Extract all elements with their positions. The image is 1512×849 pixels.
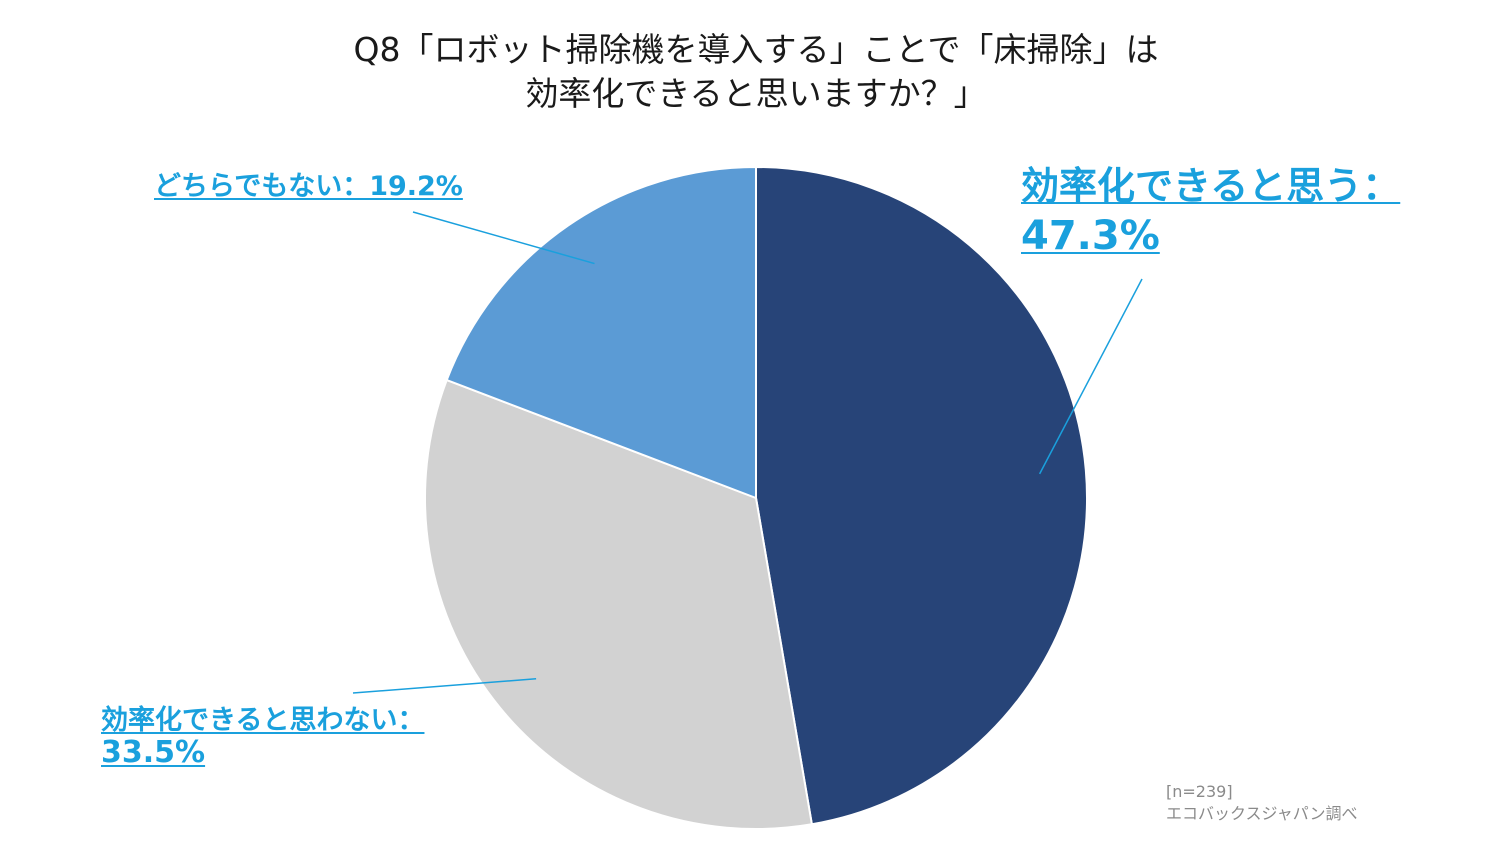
leader-line-agree bbox=[1038, 278, 1143, 475]
leader-line-neutral bbox=[412, 211, 595, 265]
pie-slice-agree bbox=[755, 165, 1088, 826]
slice-label-agree: 効率化できると思う： 47.3% bbox=[1021, 164, 1401, 259]
slice-label-disagree: 効率化できると思わない： 33.5% bbox=[101, 705, 424, 771]
leader-line-disagree bbox=[352, 678, 537, 694]
slice-label-agree-text: 効率化できると思う： bbox=[1021, 164, 1401, 208]
chart-title-line-1: Q8「ロボット掃除機を導入する」ことで「床掃除」は bbox=[353, 30, 1159, 69]
pie-slice-neutral bbox=[445, 165, 757, 500]
pie-slice-disagree bbox=[424, 378, 814, 830]
sample-size: [n=239] bbox=[1166, 782, 1233, 801]
chart-note: [n=239] エコバックスジャパン調べ bbox=[1166, 781, 1358, 825]
slice-label-disagree-pct: 33.5% bbox=[101, 735, 206, 771]
slice-label-disagree-text: 効率化できると思わない： bbox=[101, 705, 425, 736]
slice-label-neutral: どちらでもない：19.2% bbox=[154, 171, 463, 202]
slice-label-neutral-text: どちらでもない：19.2% bbox=[154, 171, 463, 202]
source-credit: エコバックスジャパン調べ bbox=[1166, 804, 1358, 823]
chart-title-line-2: 効率化できると思いますか？」 bbox=[525, 74, 987, 113]
slice-label-agree-pct: 47.3% bbox=[1021, 212, 1160, 259]
